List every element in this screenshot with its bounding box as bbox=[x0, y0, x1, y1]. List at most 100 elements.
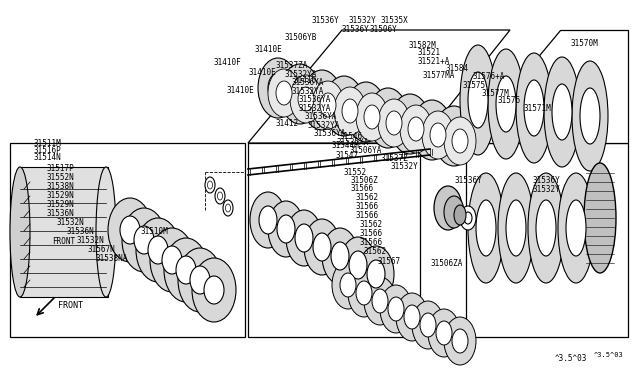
Text: 31546: 31546 bbox=[339, 132, 362, 141]
Text: 31535XA: 31535XA bbox=[337, 138, 369, 147]
Ellipse shape bbox=[215, 188, 225, 204]
Ellipse shape bbox=[349, 251, 367, 279]
Ellipse shape bbox=[430, 123, 446, 147]
Text: 31544M: 31544M bbox=[332, 141, 359, 150]
Ellipse shape bbox=[280, 64, 320, 124]
Ellipse shape bbox=[524, 80, 544, 136]
Ellipse shape bbox=[178, 248, 222, 312]
Text: 31577M: 31577M bbox=[481, 89, 509, 97]
Text: 31536YA: 31536YA bbox=[314, 129, 346, 138]
Polygon shape bbox=[466, 143, 628, 337]
Text: 31575: 31575 bbox=[462, 81, 485, 90]
Ellipse shape bbox=[380, 285, 412, 333]
Ellipse shape bbox=[552, 84, 572, 140]
Text: 31562: 31562 bbox=[356, 193, 379, 202]
Ellipse shape bbox=[488, 49, 524, 159]
Text: 31536N: 31536N bbox=[46, 209, 74, 218]
Text: 31532YA: 31532YA bbox=[292, 87, 324, 96]
Text: 31410F: 31410F bbox=[214, 58, 241, 67]
Ellipse shape bbox=[356, 93, 388, 141]
Ellipse shape bbox=[258, 58, 298, 118]
Ellipse shape bbox=[96, 167, 116, 297]
Text: 31570M: 31570M bbox=[571, 39, 598, 48]
Text: 31410E: 31410E bbox=[255, 45, 282, 54]
Text: 31552N: 31552N bbox=[46, 173, 74, 182]
Ellipse shape bbox=[400, 105, 432, 153]
Ellipse shape bbox=[498, 173, 534, 283]
Ellipse shape bbox=[205, 177, 215, 193]
Ellipse shape bbox=[378, 99, 410, 147]
Text: 31410: 31410 bbox=[293, 76, 316, 85]
Text: 31537ZA: 31537ZA bbox=[275, 61, 308, 70]
Ellipse shape bbox=[400, 109, 420, 139]
Text: 31532YA: 31532YA bbox=[307, 121, 340, 130]
Ellipse shape bbox=[412, 301, 444, 349]
Text: 31536Y: 31536Y bbox=[454, 176, 482, 185]
Ellipse shape bbox=[204, 276, 224, 304]
Ellipse shape bbox=[290, 79, 310, 109]
Text: 31511M: 31511M bbox=[33, 139, 61, 148]
Text: 31552: 31552 bbox=[343, 168, 366, 177]
Ellipse shape bbox=[572, 61, 608, 171]
Text: 31529N: 31529N bbox=[46, 200, 74, 209]
Ellipse shape bbox=[580, 88, 600, 144]
Text: 31576: 31576 bbox=[498, 96, 521, 105]
Text: 31547: 31547 bbox=[335, 151, 358, 160]
Ellipse shape bbox=[404, 305, 420, 329]
Ellipse shape bbox=[420, 313, 436, 337]
Text: 31532YA: 31532YA bbox=[284, 70, 317, 79]
Ellipse shape bbox=[436, 321, 452, 345]
Ellipse shape bbox=[342, 99, 358, 123]
Ellipse shape bbox=[250, 192, 286, 248]
Ellipse shape bbox=[218, 192, 223, 200]
Ellipse shape bbox=[390, 94, 430, 154]
Ellipse shape bbox=[268, 73, 288, 103]
Ellipse shape bbox=[304, 219, 340, 275]
Ellipse shape bbox=[468, 173, 504, 283]
Ellipse shape bbox=[150, 228, 194, 292]
Ellipse shape bbox=[386, 111, 402, 135]
Ellipse shape bbox=[348, 269, 380, 317]
Text: 31529N: 31529N bbox=[46, 191, 74, 200]
Ellipse shape bbox=[190, 266, 210, 294]
Text: 31538NA: 31538NA bbox=[96, 254, 129, 263]
Polygon shape bbox=[466, 30, 628, 143]
Text: 31566: 31566 bbox=[356, 211, 379, 220]
Text: 31506Y: 31506Y bbox=[370, 25, 397, 33]
Ellipse shape bbox=[558, 173, 594, 283]
Ellipse shape bbox=[444, 317, 476, 365]
Text: 31562: 31562 bbox=[360, 220, 383, 229]
Text: 31535X: 31535X bbox=[380, 16, 408, 25]
Ellipse shape bbox=[148, 236, 168, 264]
Ellipse shape bbox=[584, 163, 616, 273]
Text: 31517P: 31517P bbox=[46, 164, 74, 173]
Text: 31506YA: 31506YA bbox=[349, 146, 382, 155]
Text: 31532Y: 31532Y bbox=[532, 185, 560, 194]
Ellipse shape bbox=[298, 87, 314, 111]
Text: 31566: 31566 bbox=[360, 229, 383, 238]
Ellipse shape bbox=[268, 69, 300, 117]
Ellipse shape bbox=[506, 200, 526, 256]
Ellipse shape bbox=[332, 261, 364, 309]
Text: 31571M: 31571M bbox=[524, 104, 551, 113]
Ellipse shape bbox=[334, 91, 354, 121]
Text: 31514N: 31514N bbox=[33, 153, 61, 162]
Text: 31567N: 31567N bbox=[87, 245, 115, 254]
Ellipse shape bbox=[276, 81, 292, 105]
Ellipse shape bbox=[340, 237, 376, 293]
Text: FRONT: FRONT bbox=[58, 301, 83, 310]
Text: 31532N: 31532N bbox=[56, 218, 84, 227]
Ellipse shape bbox=[331, 242, 349, 270]
Ellipse shape bbox=[368, 88, 408, 148]
Ellipse shape bbox=[324, 76, 364, 136]
Text: 31567: 31567 bbox=[378, 257, 401, 266]
Text: 31532YA: 31532YA bbox=[298, 104, 331, 113]
Ellipse shape bbox=[136, 218, 180, 282]
Ellipse shape bbox=[286, 210, 322, 266]
Ellipse shape bbox=[496, 76, 516, 132]
Ellipse shape bbox=[476, 200, 496, 256]
Text: 31506Z: 31506Z bbox=[351, 176, 378, 185]
Ellipse shape bbox=[434, 106, 474, 166]
Text: 31536YA: 31536YA bbox=[292, 78, 324, 87]
Ellipse shape bbox=[223, 200, 233, 216]
